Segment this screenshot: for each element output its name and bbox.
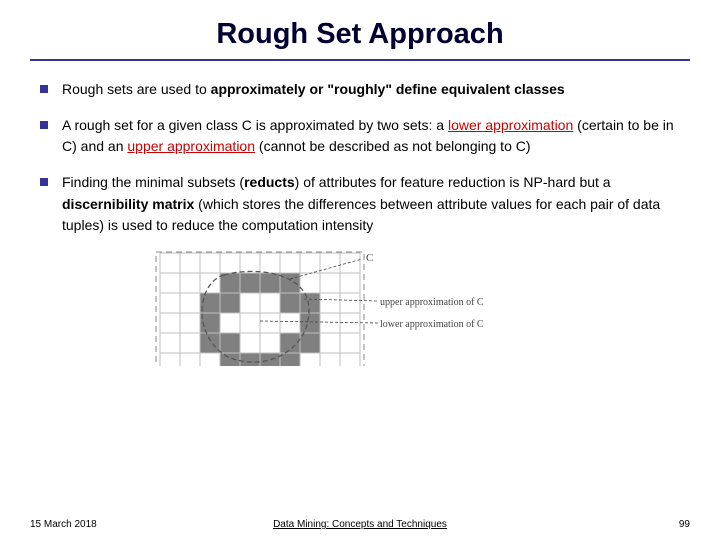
content-area: Rough sets are used to approximately or … xyxy=(30,79,690,366)
svg-text:lower approximation of C: lower approximation of C xyxy=(380,319,484,330)
bullet-item: Finding the minimal subsets (reducts) of… xyxy=(36,172,684,237)
text-bold: discernibility matrix xyxy=(62,196,194,212)
svg-text:upper approximation of C: upper approximation of C xyxy=(380,297,484,308)
diagram-container: Cupper approximation of C lower approxima… xyxy=(36,251,684,366)
text-red-underline: lower approximation xyxy=(448,117,573,133)
bullet-marker xyxy=(40,85,48,93)
text-run: ) of attributes for feature reduction is… xyxy=(295,174,611,190)
bullet-text: Rough sets are used to approximately or … xyxy=(62,79,684,101)
page-title: Rough Set Approach xyxy=(30,18,690,51)
text-run: Finding the minimal subsets ( xyxy=(62,174,244,190)
footer-date: 15 March 2018 xyxy=(30,519,97,530)
footer-title: Data Mining: Concepts and Techniques xyxy=(273,519,447,530)
text-run: Rough sets are used to xyxy=(62,81,211,97)
text-run: (cannot be described as not belonging to… xyxy=(255,138,531,154)
bullet-item: A rough set for a given class C is appro… xyxy=(36,115,684,158)
text-bold: reducts xyxy=(244,174,295,190)
bullet-marker xyxy=(40,178,48,186)
bullet-text: Finding the minimal subsets (reducts) of… xyxy=(62,172,684,237)
text-run: A rough set for a given class C is appro… xyxy=(62,117,448,133)
bullet-item: Rough sets are used to approximately or … xyxy=(36,79,684,101)
footer-page: 99 xyxy=(679,519,690,530)
bullet-marker xyxy=(40,121,48,129)
bullet-text: A rough set for a given class C is appro… xyxy=(62,115,684,158)
text-bold: approximately or "roughly" define equiva… xyxy=(211,81,565,97)
slide: Rough Set Approach Rough sets are used t… xyxy=(0,0,720,540)
title-rule xyxy=(30,59,690,61)
footer: 15 March 2018 Data Mining: Concepts and … xyxy=(30,519,690,530)
svg-text:C: C xyxy=(366,252,373,264)
rough-set-diagram: Cupper approximation of C lower approxima… xyxy=(150,251,570,366)
text-red-underline: upper approximation xyxy=(127,138,255,154)
